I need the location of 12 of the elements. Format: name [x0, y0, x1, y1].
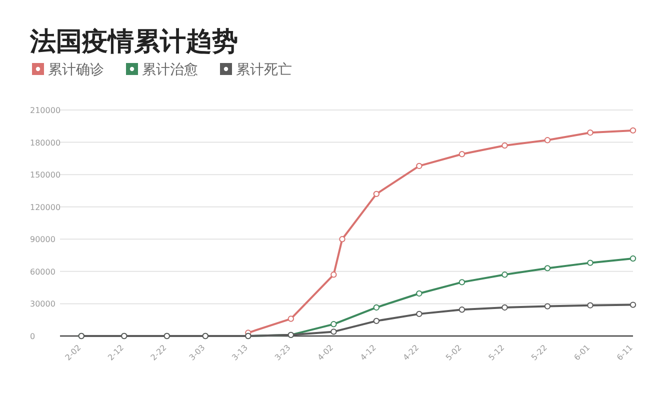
- y-tick-label: 210000: [30, 106, 61, 115]
- y-tick-label: 0: [30, 332, 36, 341]
- y-tick-label: 180000: [30, 138, 61, 148]
- y-tick-label: 120000: [30, 202, 61, 212]
- y-tick-label: 30000: [30, 300, 56, 309]
- y-tick-label: 60000: [30, 267, 56, 276]
- y-tick-label: 90000: [30, 235, 56, 244]
- chart-title: 法国疫情累计趋势: [29, 27, 238, 57]
- legend-label: 累计死亡: [236, 62, 292, 78]
- legend-label: 累计确诊: [48, 62, 104, 78]
- legend-label: 累计治愈: [142, 62, 198, 78]
- y-tick-label: 150000: [30, 170, 61, 180]
